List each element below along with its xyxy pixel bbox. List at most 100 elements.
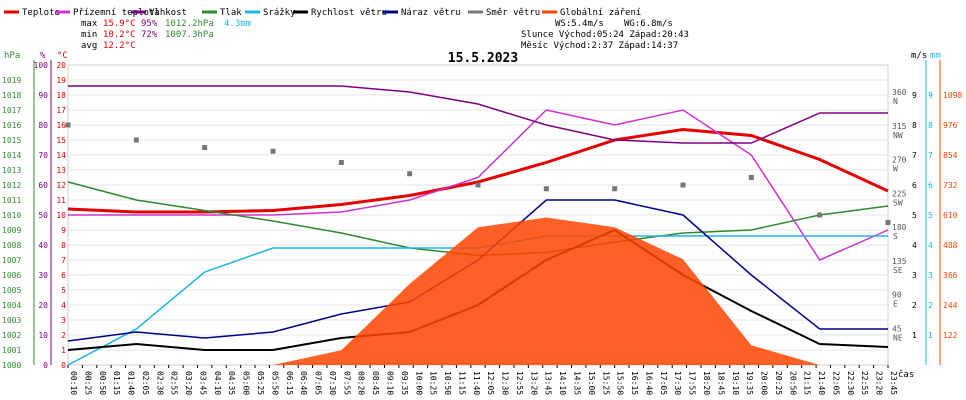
direction-letter: S — [893, 232, 898, 241]
stats-box: max 15.9°C 95% 1012.2hPa 4.3mm min 10.2°… — [81, 19, 251, 51]
x-tick-label: 10:50 — [443, 371, 452, 395]
rain-tick: 4 — [928, 241, 933, 250]
x-tick-label: 15:00 — [587, 371, 596, 395]
x-tick-label: 03:45 — [198, 371, 207, 395]
x-tick-label: 02:30 — [155, 371, 164, 395]
temperature-tick: 15 — [56, 136, 66, 145]
pressure-tick: 1010 — [2, 211, 21, 220]
x-tick-label: 09:10 — [385, 371, 394, 395]
humidity-tick: 90 — [38, 91, 48, 100]
rain-tick: 8 — [928, 121, 933, 130]
x-tick-label: 11:15 — [457, 371, 466, 395]
rain-tick: 1 — [928, 331, 933, 340]
direction-letter: W — [893, 165, 898, 174]
x-tick-label: 08:20 — [357, 371, 366, 395]
x-tick-label: 20:50 — [788, 371, 797, 395]
x-tick-label: 07:05 — [314, 371, 323, 395]
x-tick-label: 21:40 — [817, 371, 826, 395]
temperature-tick: 8 — [61, 241, 66, 250]
plot-area: 1019101810171016101510141013101210111010… — [2, 60, 962, 395]
temperature-tick: 11 — [56, 196, 66, 205]
x-tick-label: 20:25 — [774, 371, 783, 395]
radiation-tick: 732 — [943, 181, 958, 190]
radiation-tick: 122 — [943, 331, 958, 340]
x-tick-label: 02:55 — [170, 371, 179, 395]
x-tick-label: 10:00 — [414, 371, 423, 395]
wind-tick: 1 — [912, 331, 917, 340]
wind-direction-point — [475, 182, 481, 188]
wind-tick: 4 — [912, 241, 917, 250]
temperature-tick: 3 — [61, 316, 66, 325]
stats-max-hum: 95% — [141, 19, 158, 29]
temperature-tick: 2 — [61, 331, 66, 340]
rain-tick: 5 — [928, 211, 933, 220]
series-line — [68, 85, 888, 144]
legend-label: Globální záření — [560, 8, 641, 18]
x-tick-label: 14:35 — [573, 371, 582, 395]
radiation-tick: 488 — [943, 241, 958, 250]
temperature-tick: 18 — [56, 91, 66, 100]
humidity-tick: 60 — [38, 181, 48, 190]
x-tick-label: 16:15 — [630, 371, 639, 395]
x-tick-label: 00:50 — [98, 371, 107, 395]
direction-letter: SW — [893, 198, 903, 207]
direction-tick: 225 — [892, 189, 907, 198]
x-tick-label: 12:05 — [486, 371, 495, 395]
pressure-tick: 1014 — [2, 151, 21, 160]
pressure-tick: 1016 — [2, 121, 21, 130]
x-tick-label: 06:40 — [299, 371, 308, 395]
unit-temperature: °C — [57, 51, 68, 61]
wind-direction-point — [338, 160, 344, 165]
x-tick-label: 14:10 — [558, 371, 567, 395]
direction-tick: 360 — [892, 88, 907, 97]
x-tick-label: 18:20 — [702, 371, 711, 395]
info-moon: Měsíc Východ:2:37 Západ:14:37 — [521, 41, 678, 51]
x-tick-label: 18:45 — [716, 371, 725, 395]
pressure-tick: 1007 — [2, 256, 21, 265]
x-tick-label: 17:30 — [673, 371, 682, 395]
pressure-tick: 1017 — [2, 106, 21, 115]
radiation-tick: 366 — [943, 271, 958, 280]
direction-tick: 45 — [892, 324, 902, 333]
wind-direction-point — [65, 122, 71, 128]
legend-label: Teplota — [22, 8, 60, 18]
rain-tick: 6 — [928, 181, 933, 190]
x-tick-label: 04:10 — [213, 371, 222, 395]
temperature-tick: 13 — [56, 166, 66, 175]
rain-tick: 2 — [928, 301, 933, 310]
wind-direction-point — [680, 182, 686, 188]
wind-tick: 9 — [912, 91, 917, 100]
pressure-tick: 1019 — [2, 76, 21, 85]
x-tick-label: 13:20 — [529, 371, 538, 395]
series-teplota — [67, 127, 889, 214]
x-tick-label: 19:10 — [731, 371, 740, 395]
pressure-tick: 1013 — [2, 166, 21, 175]
legend-label: Srážky — [263, 8, 296, 18]
series-line — [67, 127, 889, 214]
legend-label: Směr větru — [486, 8, 540, 18]
direction-letter: SE — [893, 266, 903, 275]
humidity-tick: 50 — [38, 211, 48, 220]
stats-max-press: 1012.2hPa — [165, 19, 214, 29]
wind-direction-point — [270, 148, 276, 154]
info-ws: WS:5.4m/s — [555, 19, 604, 29]
direction-letter: NE — [893, 333, 903, 342]
direction-letter: N — [893, 97, 898, 106]
x-tick-label: 09:35 — [400, 371, 409, 395]
x-tick-label: 11:40 — [472, 371, 481, 395]
humidity-tick: 100 — [34, 61, 49, 70]
x-tick-label: 07:55 — [342, 371, 351, 395]
legend-label: Přízemní teplota — [73, 8, 160, 18]
pressure-tick: 1012 — [2, 181, 21, 190]
humidity-tick: 70 — [38, 151, 48, 160]
wind-direction-point — [748, 175, 754, 180]
radiation-area — [68, 217, 888, 365]
direction-letter: NW — [893, 131, 903, 140]
unit-humidity: % — [40, 51, 46, 61]
unit-pressure: hPa — [4, 51, 20, 61]
direction-letter: E — [893, 300, 898, 309]
pressure-tick: 1008 — [2, 241, 21, 250]
radiation-tick: 244 — [943, 301, 958, 310]
stats-max-temp: 15.9°C — [103, 19, 136, 29]
unit-rain: mm — [930, 51, 941, 61]
